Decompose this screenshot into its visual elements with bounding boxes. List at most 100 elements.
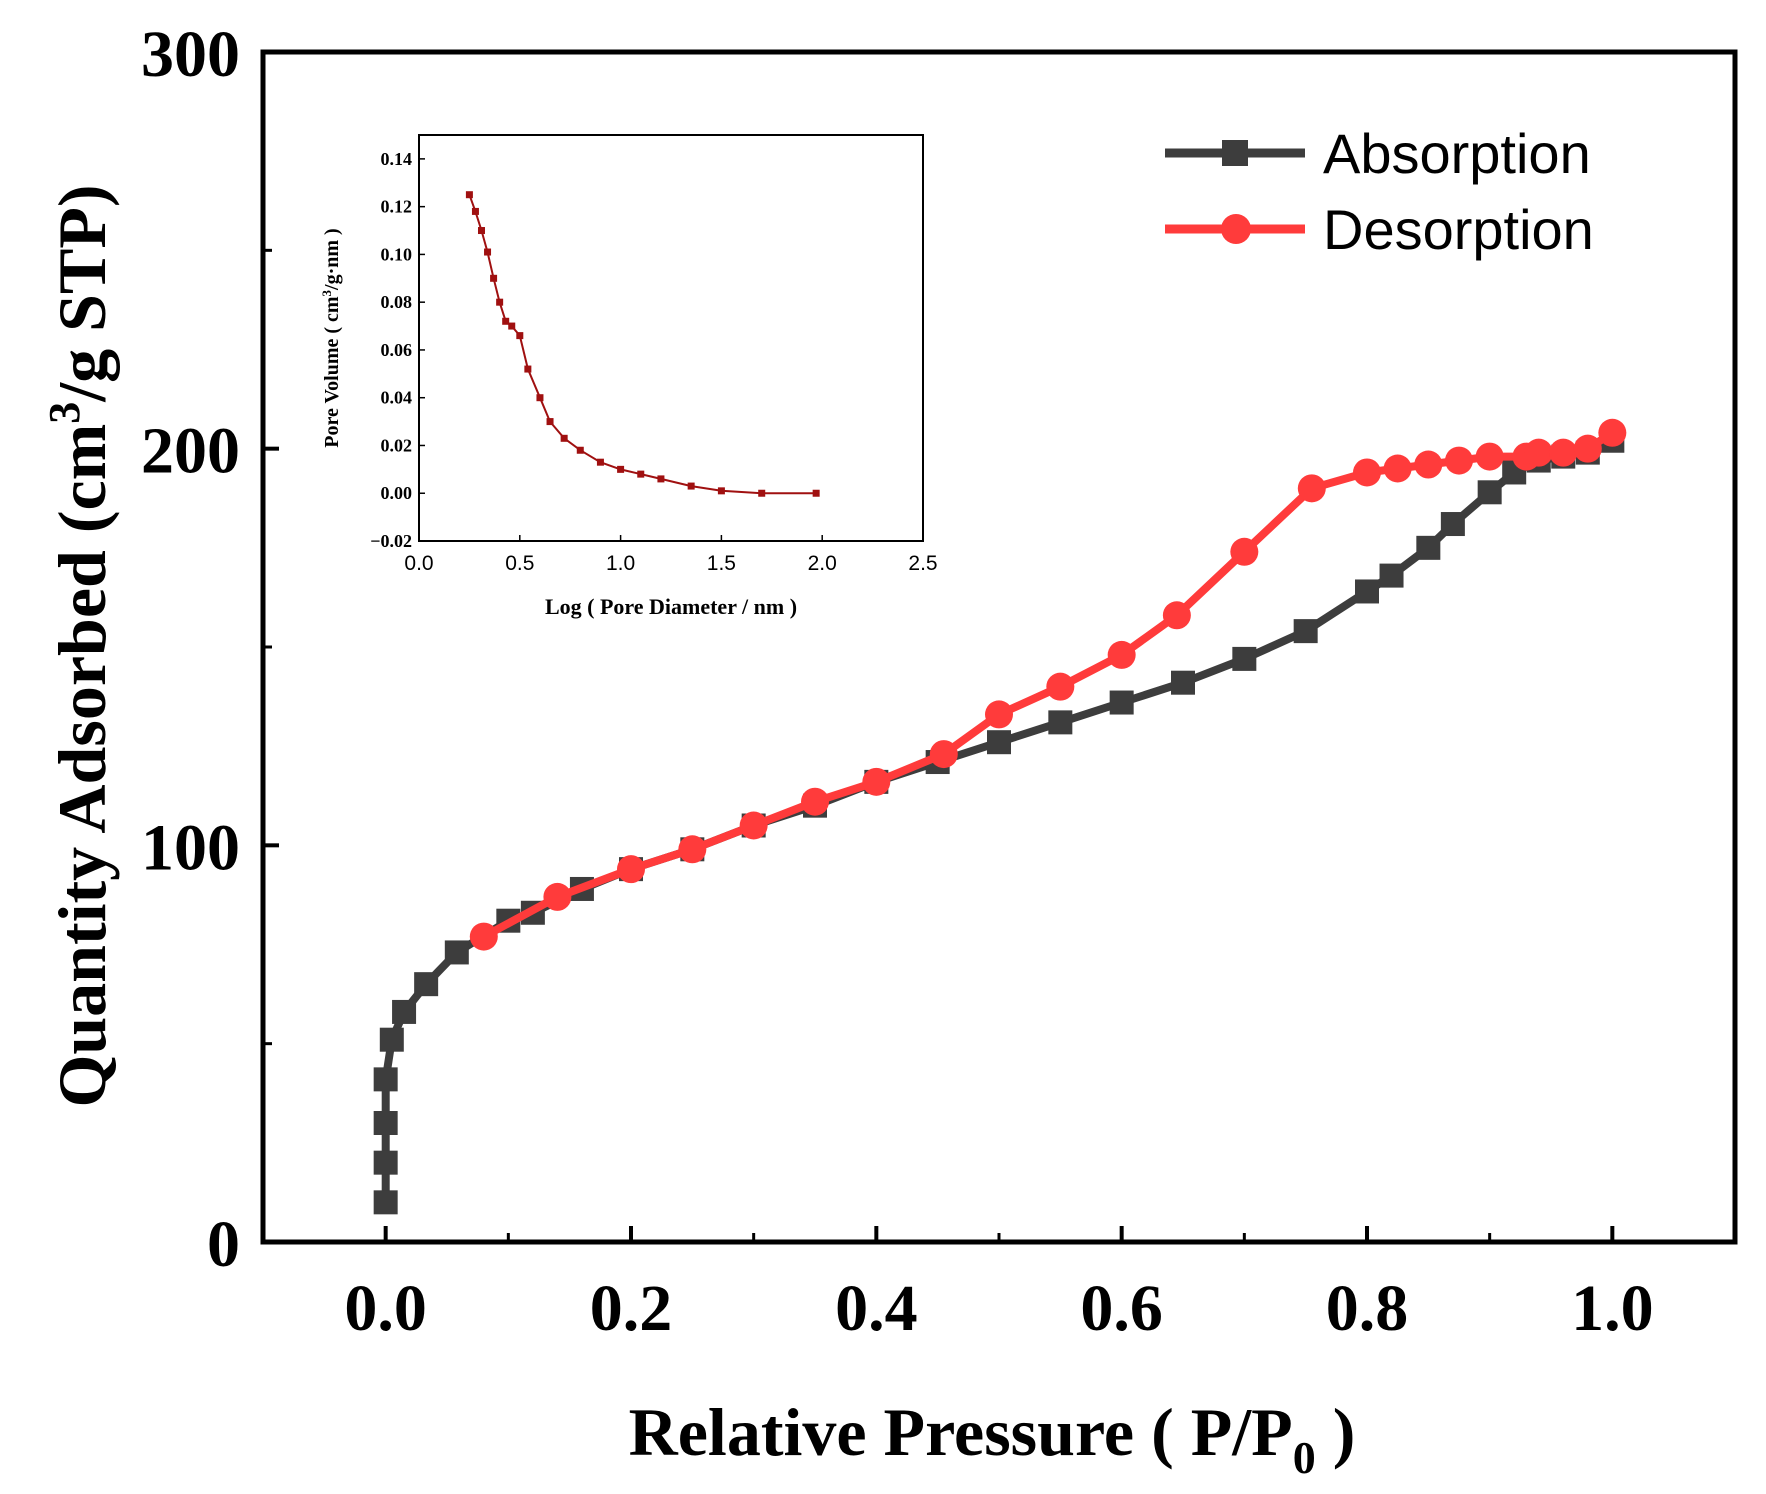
inset-y-tick-label: 0.02	[381, 435, 413, 455]
pore-volume-data-point	[508, 322, 516, 330]
pore-volume-data-point	[717, 487, 725, 495]
main-y-tick-label: 0	[207, 1208, 240, 1281]
desorption-data-point	[929, 740, 958, 769]
pore-volume-data-point	[758, 489, 766, 497]
legend: Absorption Desorption	[1165, 122, 1594, 261]
inset-y-axis-label-text: Pore Volume ( cm	[321, 296, 343, 448]
absorption-data-point	[1048, 710, 1073, 735]
pore-volume-data-point	[576, 446, 584, 454]
absorption-data-point	[1379, 563, 1404, 588]
inset-x-tick-label: 0.5	[505, 552, 534, 575]
pore-volume-data-point	[536, 394, 544, 402]
pore-volume-data-point	[471, 207, 479, 215]
inset-tick-labels: 0.0 0.5 1.0 1.5 2.0 2.5 −0.02 0.00 0.02 0.04 0.06 0…	[370, 149, 937, 575]
absorption-data-point	[1355, 579, 1379, 604]
pore-volume-data-point	[490, 274, 498, 282]
main-tick-labels: 0.0 0.2 0.4 0.6 0.8 1.0 0 100 200 300	[141, 18, 1654, 1345]
desorption-data-point	[1598, 418, 1627, 447]
main-x-axis-label-subscript: 0	[1293, 1432, 1316, 1483]
pore-volume-data-point	[617, 465, 625, 473]
absorption-data-point	[373, 1067, 398, 1092]
absorption-data-point	[414, 972, 439, 997]
pore-volume-data-point	[524, 365, 532, 373]
pore-volume-data-point	[546, 418, 554, 426]
inset-x-tick-label: 0.0	[404, 552, 433, 575]
inset-ticks	[418, 158, 924, 542]
main-y-tick-label: 100	[141, 811, 240, 884]
absorption-data-point	[987, 730, 1011, 755]
main-x-axis-label-close: )	[1316, 1394, 1356, 1470]
main-y-axis-label-superscript: 3	[40, 402, 89, 424]
inset-y-tick-label: 0.10	[381, 244, 413, 264]
absorption-data-point	[373, 1111, 398, 1135]
desorption-data-point	[1297, 474, 1326, 503]
main-series-layer	[373, 418, 1627, 1215]
inset-y-tick-label: 0.12	[381, 197, 413, 217]
inset-y-tick-label: 0.08	[381, 292, 413, 312]
pore-volume-data-point	[465, 191, 473, 199]
legend-absorption-marker	[1222, 140, 1248, 166]
absorption-data-point	[444, 940, 469, 965]
desorption-data-point	[1046, 672, 1075, 701]
inset-x-tick-label: 1.5	[707, 552, 736, 575]
desorption-data-point	[543, 882, 572, 911]
inset-x-tick-label: 2.5	[908, 552, 937, 575]
absorption-data-point	[373, 1190, 398, 1215]
pore-volume-data-point	[502, 317, 510, 325]
inset-x-tick-label: 2.0	[808, 552, 837, 575]
absorption-data-point	[373, 1150, 398, 1175]
desorption-data-point	[1162, 601, 1191, 630]
inset-plot-frame	[418, 134, 924, 542]
absorption-data-point	[379, 1027, 404, 1052]
pore-volume-data-point	[560, 434, 568, 442]
pore-volume-data-point	[484, 248, 492, 256]
absorption-data-point	[1293, 619, 1318, 644]
pore-volume-data-point	[596, 458, 604, 466]
main-y-axis-label: Quantity Adsorbed (cm3/g STP)	[40, 184, 120, 1107]
desorption-data-point	[1230, 537, 1259, 566]
desorption-data-point	[1573, 434, 1602, 463]
pore-volume-data-point	[516, 332, 524, 340]
main-ticks	[261, 50, 1737, 1244]
pore-volume-data-point	[687, 482, 695, 490]
desorption-data-point	[1445, 446, 1473, 475]
pore-volume-data-point	[637, 470, 645, 478]
inset-y-tick-label: 0.14	[381, 149, 413, 169]
absorption-data-point	[1416, 535, 1441, 560]
inset-y-tick-label: 0.00	[381, 483, 413, 503]
desorption-data-point	[469, 922, 498, 951]
desorption-data-point	[1383, 454, 1412, 483]
desorption-data-point	[1549, 438, 1578, 467]
inset-y-tick-label: −0.02	[370, 531, 412, 551]
pore-volume-data-point	[812, 489, 820, 497]
inset-y-tick-label: 0.06	[381, 340, 413, 360]
inset-y-axis-label-end: /g·nm )	[321, 228, 343, 291]
inset-x-axis-label: Log ( Pore Diameter / nm )	[545, 594, 797, 619]
desorption-data-point	[801, 787, 829, 816]
desorption-data-point	[1475, 442, 1504, 471]
legend-desorption-label: Desorption	[1323, 198, 1594, 261]
main-y-axis-label-end: /g STP)	[44, 184, 120, 402]
main-x-tick-label: 0.2	[590, 1272, 673, 1345]
absorption-data-point	[1477, 480, 1502, 505]
desorption-data-point	[985, 700, 1013, 729]
absorption-data-point	[1440, 512, 1465, 537]
main-x-axis-label: Relative Pressure ( P/P0 )	[629, 1394, 1356, 1483]
main-x-tick-label: 0.0	[344, 1272, 427, 1345]
main-y-tick-label: 200	[141, 415, 240, 488]
desorption-data-point	[862, 767, 891, 796]
main-y-axis-label-text: Quantity Adsorbed (cm	[44, 424, 120, 1108]
pore-volume-data-point	[496, 298, 504, 306]
absorption-data-point	[1171, 670, 1195, 695]
pore-volume-data-point	[477, 227, 485, 235]
main-x-tick-label: 0.4	[835, 1272, 918, 1345]
absorption-data-point	[1109, 690, 1134, 715]
absorption-data-point	[1232, 646, 1257, 671]
desorption-data-point	[739, 811, 768, 840]
inset-y-axis-label-superscript: 3	[319, 289, 334, 296]
inset-y-axis-label: Pore Volume ( cm3/g·nm )	[319, 228, 343, 447]
inset-y-tick-label: 0.04	[381, 388, 413, 408]
desorption-data-point	[678, 835, 707, 864]
desorption-data-point	[1524, 438, 1553, 467]
desorption-data-point	[1353, 458, 1381, 487]
